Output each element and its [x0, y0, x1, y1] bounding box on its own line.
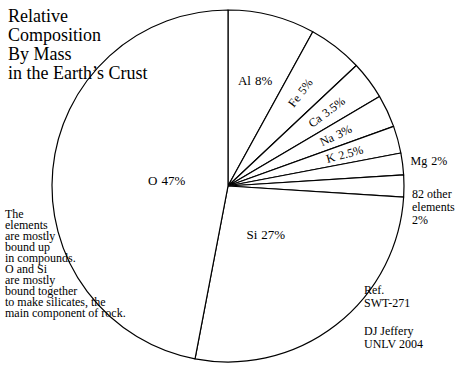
- slice-category-line: 82 other: [412, 187, 452, 201]
- slice-label: O 47%: [148, 173, 185, 188]
- slice-value: 27%: [261, 227, 285, 242]
- slice-category: Si: [246, 227, 257, 242]
- slice-value: 2%: [412, 213, 428, 227]
- slice-value: 8%: [255, 73, 272, 88]
- slice-category: Al: [238, 73, 251, 88]
- slice-category-line: elements: [412, 200, 455, 214]
- slice-category: Mg: [411, 154, 428, 168]
- slice-value: 3.5%: [319, 94, 347, 120]
- annotation-line: UNLV 2004: [364, 337, 423, 351]
- slice-label: Al 8%: [238, 73, 272, 88]
- slice-value: 5%: [295, 76, 316, 97]
- slice-labels: Al8%Fe5%Ca3.5%Na3%K2.5%Mg2%82 othereleme…: [148, 73, 455, 242]
- annotation-line: main component of rock.: [5, 306, 126, 320]
- title-line: in the Earth’s Crust: [8, 63, 147, 83]
- slice-category: Fe: [285, 92, 303, 110]
- slice-label: Fe5%: [285, 76, 316, 110]
- slice-label: Mg2%: [411, 154, 448, 168]
- slice-value: 3%: [334, 122, 354, 141]
- annotation-line: DJ Jeffery: [364, 324, 413, 338]
- slice-category: Na: [317, 130, 336, 149]
- slice-label: Si 27%: [246, 227, 285, 242]
- chart-svg: Al8%Fe5%Ca3.5%Na3%K2.5%Mg2%82 othereleme…: [0, 0, 474, 366]
- slice-category: O: [148, 173, 157, 188]
- title-line: Relative: [8, 6, 68, 26]
- slice-value: 2.5%: [337, 143, 365, 163]
- title-line: Composition: [8, 25, 101, 45]
- chart-container: Al8%Fe5%Ca3.5%Na3%K2.5%Mg2%82 othereleme…: [0, 0, 474, 366]
- annotation-line: SWT-271: [364, 296, 410, 310]
- title: RelativeCompositionBy Massin the Earth’s…: [8, 6, 147, 83]
- slice-value: 47%: [161, 173, 185, 188]
- slice-label: K2.5%: [325, 143, 365, 166]
- title-line: By Mass: [8, 44, 72, 64]
- slice-value: 2%: [431, 154, 447, 168]
- outside-label: 82 otherelements2%: [412, 187, 455, 227]
- annotation-line: Ref.: [364, 283, 384, 297]
- annotations: Theelementsare mostlybound upin compound…: [5, 207, 423, 351]
- outside-label: Mg2%: [411, 154, 448, 168]
- slice-category: K: [325, 150, 337, 166]
- slice-category: 82 otherelements: [412, 187, 455, 214]
- background: [0, 0, 474, 366]
